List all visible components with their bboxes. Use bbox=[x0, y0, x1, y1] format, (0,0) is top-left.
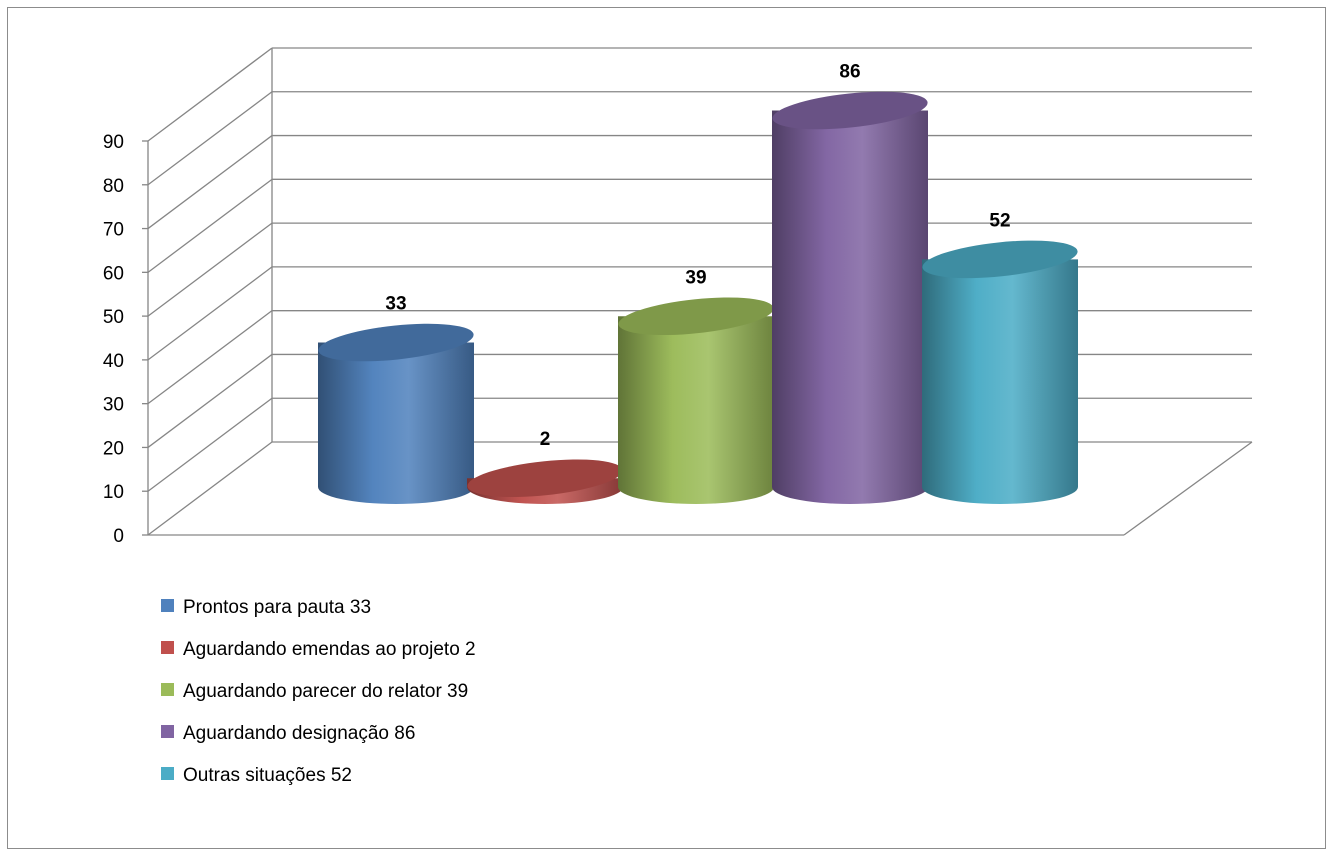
bar-top bbox=[467, 459, 623, 498]
legend-label: Outras situações 52 bbox=[183, 765, 352, 786]
legend: Prontos para pauta 33 Aguardando emendas … bbox=[161, 597, 476, 786]
legend-label: Aguardando parecer do relator 39 bbox=[183, 681, 468, 702]
y-tick-label: 80 bbox=[103, 176, 124, 197]
bar-body bbox=[318, 342, 474, 504]
gridline-side bbox=[147, 397, 273, 492]
bar-top bbox=[922, 240, 1078, 279]
legend-swatch bbox=[161, 599, 174, 612]
bar-top bbox=[618, 297, 774, 336]
data-labels: 33 2 39 86 52 bbox=[385, 62, 1010, 451]
gridline-side bbox=[147, 310, 273, 405]
gridline-side bbox=[147, 441, 273, 536]
bar bbox=[772, 91, 928, 504]
gridline-side bbox=[147, 222, 273, 317]
data-label: 86 bbox=[839, 62, 860, 83]
legend-swatch bbox=[161, 683, 174, 696]
y-tick-label: 60 bbox=[103, 263, 124, 284]
legend-item: Prontos para pauta 33 bbox=[161, 597, 371, 618]
gridline-side bbox=[147, 178, 273, 273]
chart-walls bbox=[147, 48, 1253, 536]
y-tick-label: 0 bbox=[113, 526, 124, 547]
y-tick-label: 20 bbox=[103, 438, 124, 459]
legend-item: Aguardando emendas ao projeto 2 bbox=[161, 639, 476, 660]
bar-body bbox=[772, 110, 928, 504]
legend-label: Aguardando emendas ao projeto 2 bbox=[183, 639, 476, 660]
y-tick-label: 10 bbox=[103, 482, 124, 503]
gridline-side bbox=[147, 353, 273, 448]
gridline-side bbox=[147, 266, 273, 361]
y-tick-label: 30 bbox=[103, 395, 124, 416]
legend-swatch bbox=[161, 641, 174, 654]
y-tick-label: 40 bbox=[103, 351, 124, 372]
y-axis: 0 10 20 30 40 50 60 70 80 90 bbox=[103, 132, 148, 547]
bar-body bbox=[922, 259, 1078, 504]
legend-item: Aguardando designação 86 bbox=[161, 723, 415, 744]
bar-body bbox=[618, 316, 774, 504]
legend-item: Outras situações 52 bbox=[161, 765, 352, 786]
legend-label: Prontos para pauta 33 bbox=[183, 597, 371, 618]
data-label: 33 bbox=[385, 294, 406, 315]
bar bbox=[467, 459, 623, 504]
bar bbox=[922, 240, 1078, 504]
gridline-side bbox=[147, 47, 273, 142]
legend-item: Aguardando parecer do relator 39 bbox=[161, 681, 468, 702]
data-label: 2 bbox=[540, 429, 551, 450]
y-tick-label: 50 bbox=[103, 307, 124, 328]
legend-swatch bbox=[161, 725, 174, 738]
gridline-side bbox=[147, 91, 273, 186]
y-tick-label: 90 bbox=[103, 132, 124, 153]
bar-top bbox=[318, 323, 474, 362]
data-label: 39 bbox=[685, 267, 706, 288]
chart-frame bbox=[7, 7, 1326, 849]
bar-top bbox=[772, 91, 928, 130]
gridline-side bbox=[147, 135, 273, 230]
bar bbox=[318, 323, 474, 504]
legend-label: Aguardando designação 86 bbox=[183, 723, 415, 744]
bar bbox=[618, 297, 774, 504]
legend-swatch bbox=[161, 767, 174, 780]
floor-right-edge bbox=[1123, 441, 1253, 536]
data-label: 52 bbox=[989, 210, 1010, 231]
bars bbox=[318, 91, 1078, 504]
y-tick-label: 70 bbox=[103, 220, 124, 241]
